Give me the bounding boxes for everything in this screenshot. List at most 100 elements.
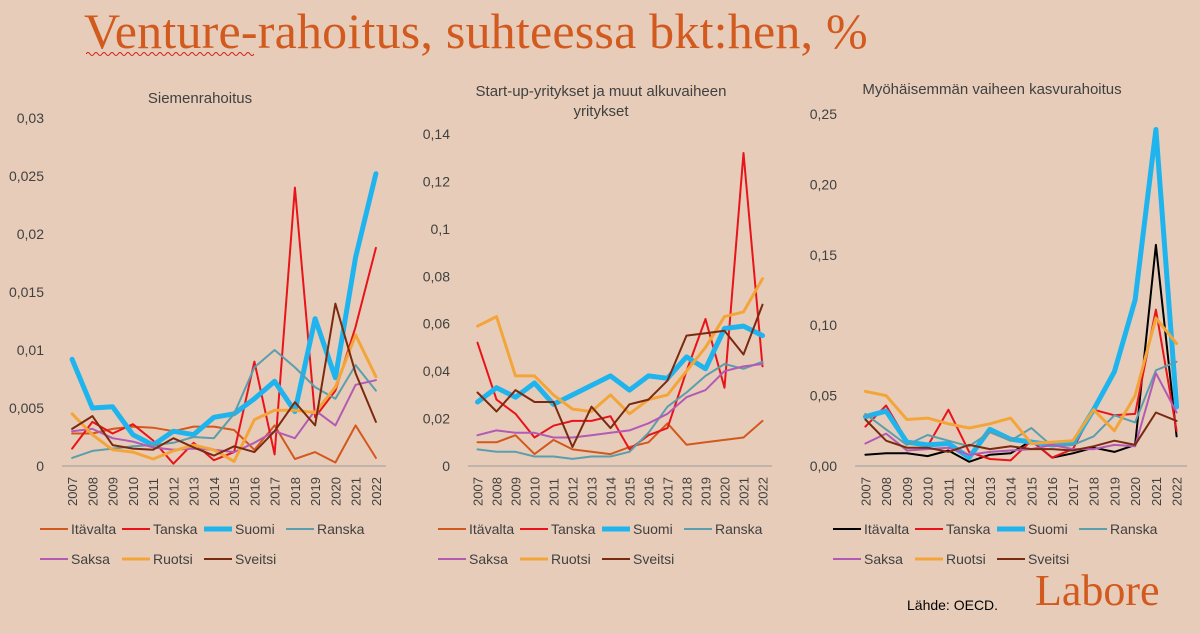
series-line-itävalta: [476, 419, 764, 456]
y-tick-label: 0,015: [9, 284, 44, 300]
y-tick-label: 0,1: [431, 221, 451, 237]
series-line-suomi: [862, 127, 1180, 461]
y-tick-label: 0,005: [9, 400, 44, 416]
x-tick-label: 2022: [369, 477, 384, 506]
legend-label: Saksa: [71, 551, 110, 567]
y-tick-label: 0,06: [423, 316, 450, 332]
legend-label: Tanska: [946, 521, 991, 537]
y-tick-label: 0,20: [810, 176, 837, 192]
x-tick-label: 2013: [585, 477, 600, 506]
y-tick-label: 0,25: [810, 106, 837, 122]
x-tick-label: 2007: [858, 477, 873, 506]
x-tick-label: 2012: [566, 477, 581, 506]
x-tick-label: 2009: [900, 477, 915, 506]
x-tick-label: 2019: [1107, 477, 1122, 506]
x-tick-label: 2007: [471, 477, 486, 506]
y-tick-label: 0,03: [17, 110, 44, 126]
legend-label: Ranska: [1110, 521, 1158, 537]
legend-label: Ruotsi: [551, 551, 591, 567]
x-tick-label: 2007: [65, 477, 80, 506]
legend-label: Suomi: [1028, 521, 1068, 537]
x-tick-label: 2012: [166, 477, 181, 506]
x-tick-label: 2016: [642, 477, 657, 506]
legend-label: Sveitsi: [235, 551, 276, 567]
x-tick-label: 2020: [328, 477, 343, 506]
legend-label: Ruotsi: [153, 551, 193, 567]
y-tick-label: 0,10: [810, 317, 837, 333]
legend-label: Itävalta: [469, 521, 514, 537]
chart-3-title: Myöhäisemmän vaiheen kasvurahoitus: [862, 81, 1121, 98]
x-tick-label: 2010: [126, 477, 141, 506]
chart-3: Myöhäisemmän vaiheen kasvurahoitus 0,00 0,…: [810, 81, 1187, 567]
legend-label: Suomi: [633, 521, 673, 537]
chart-1: Siemenrahoitus 0 0,005 0,01 0,015 0,02 0,025 0,…: [9, 90, 386, 567]
y-tick-label: 0,04: [423, 363, 450, 379]
x-tick-label: 2014: [1004, 477, 1019, 506]
series-line-ruotsi: [863, 316, 1179, 445]
series-line-saksa: [476, 363, 764, 439]
x-tick-label: 2009: [509, 477, 524, 506]
x-tick-label: 2022: [1170, 477, 1185, 506]
y-tick-label: 0,02: [423, 411, 450, 427]
legend-label: Saksa: [469, 551, 508, 567]
legend-label: Suomi: [235, 521, 275, 537]
x-tick-label: 2022: [756, 477, 771, 506]
chart-2: Start-up-yritykset ja muut alkuvaiheen yr…: [423, 83, 772, 567]
x-tick-label: 2016: [1045, 477, 1060, 506]
y-tick-label: 0: [36, 458, 44, 474]
main-title: Venture-rahoitus, suhteessa bkt:hen, %: [84, 3, 868, 59]
legend-label: Tanska: [153, 521, 198, 537]
spellcheck-underline: [86, 52, 254, 56]
x-tick-label: 2013: [187, 477, 202, 506]
source-note: Lähde: OECD.: [907, 597, 999, 613]
x-tick-label: 2019: [699, 477, 714, 506]
x-tick-label: 2017: [268, 477, 283, 506]
x-tick-label: 2017: [661, 477, 676, 506]
legend-label: Sveitsi: [1028, 551, 1069, 567]
series-line-suomi: [69, 171, 379, 448]
x-tick-label: 2014: [207, 477, 222, 506]
legend-label: Itävalta: [71, 521, 116, 537]
x-tick-label: 2012: [962, 477, 977, 506]
x-tick-label: 2016: [247, 477, 262, 506]
series-line-sveitsi: [71, 302, 377, 457]
x-tick-label: 2015: [623, 477, 638, 506]
chart-1-title: Siemenrahoitus: [148, 90, 252, 107]
legend-label: Ruotsi: [946, 551, 986, 567]
y-tick-label: 0,00: [810, 458, 837, 474]
y-tick-label: 0,14: [423, 126, 450, 142]
x-tick-label: 2018: [288, 477, 303, 506]
y-tick-label: 0: [442, 458, 450, 474]
x-tick-label: 2008: [85, 477, 100, 506]
x-tick-label: 2019: [308, 477, 323, 506]
x-tick-label: 2021: [737, 477, 752, 506]
x-tick-label: 2020: [1128, 477, 1143, 506]
x-tick-label: 2014: [604, 477, 619, 506]
chart-2-title: yritykset: [573, 103, 629, 120]
x-tick-label: 2015: [227, 477, 242, 506]
x-tick-label: 2021: [349, 477, 364, 506]
legend-label: Itävalta: [864, 521, 909, 537]
x-tick-label: 2020: [718, 477, 733, 506]
x-tick-label: 2018: [680, 477, 695, 506]
x-tick-label: 2021: [1149, 477, 1164, 506]
y-tick-label: 0,025: [9, 168, 44, 184]
x-tick-label: 2017: [1066, 477, 1081, 506]
x-tick-label: 2011: [146, 478, 161, 506]
x-tick-label: 2013: [983, 477, 998, 506]
x-tick-label: 2015: [1024, 477, 1039, 506]
series-line-ranska: [864, 360, 1178, 448]
x-tick-label: 2008: [879, 477, 894, 506]
series-line-ruotsi: [70, 333, 378, 463]
series-line-sveitsi: [476, 303, 764, 448]
legend-label: Sveitsi: [633, 551, 674, 567]
legend-label: Ranska: [317, 521, 365, 537]
x-tick-label: 2011: [941, 478, 956, 506]
y-tick-label: 0,02: [17, 226, 44, 242]
legend-label: Tanska: [551, 521, 596, 537]
x-tick-label: 2010: [528, 477, 543, 506]
y-tick-label: 0,01: [17, 342, 44, 358]
y-tick-label: 0,05: [810, 388, 837, 404]
x-tick-label: 2008: [490, 477, 505, 506]
